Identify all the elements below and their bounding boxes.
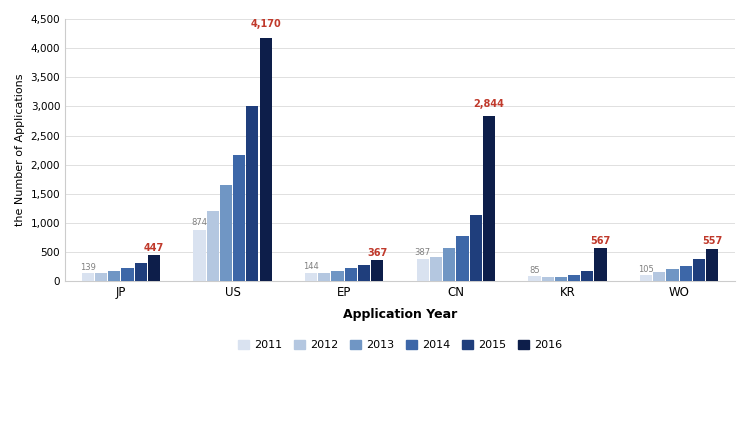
Bar	[260, 38, 272, 281]
Text: 105: 105	[638, 265, 654, 273]
Bar	[134, 262, 147, 281]
Bar	[667, 269, 679, 281]
Bar	[706, 249, 718, 281]
Bar	[95, 273, 107, 281]
Bar	[555, 277, 567, 281]
Bar	[122, 268, 134, 281]
Text: 85: 85	[530, 266, 540, 275]
Bar	[194, 230, 206, 281]
Y-axis label: the Number of Applications: the Number of Applications	[15, 74, 25, 227]
Bar	[82, 273, 94, 281]
Bar	[371, 260, 383, 281]
Bar	[470, 216, 482, 281]
Bar	[595, 248, 607, 281]
Text: 2,844: 2,844	[473, 99, 504, 109]
Bar	[206, 211, 219, 281]
Text: 387: 387	[415, 248, 430, 257]
Bar	[332, 271, 344, 281]
Bar	[528, 276, 541, 281]
Text: 144: 144	[303, 262, 319, 271]
Bar	[305, 273, 317, 281]
Bar	[680, 266, 692, 281]
Legend: 2011, 2012, 2013, 2014, 2015, 2016: 2011, 2012, 2013, 2014, 2015, 2016	[233, 335, 567, 354]
Text: 557: 557	[702, 236, 722, 246]
Bar	[457, 235, 469, 281]
Bar	[318, 273, 331, 281]
Bar	[220, 184, 232, 281]
Bar	[640, 275, 652, 281]
Bar	[693, 259, 705, 281]
Bar	[542, 277, 554, 281]
Bar	[581, 271, 593, 281]
Bar	[653, 272, 665, 281]
X-axis label: Application Year: Application Year	[343, 308, 458, 320]
Bar	[345, 268, 357, 281]
Bar	[417, 259, 429, 281]
Bar	[148, 255, 160, 281]
Text: 447: 447	[144, 243, 164, 253]
Bar	[443, 248, 455, 281]
Text: 139: 139	[80, 262, 96, 271]
Bar	[568, 276, 580, 281]
Text: 4,170: 4,170	[251, 19, 281, 30]
Text: 367: 367	[367, 248, 387, 258]
Text: 567: 567	[590, 236, 610, 246]
Bar	[358, 265, 370, 281]
Text: 874: 874	[191, 218, 208, 227]
Bar	[246, 106, 259, 281]
Bar	[483, 116, 495, 281]
Bar	[233, 154, 245, 281]
Bar	[108, 271, 120, 281]
Bar	[430, 257, 442, 281]
